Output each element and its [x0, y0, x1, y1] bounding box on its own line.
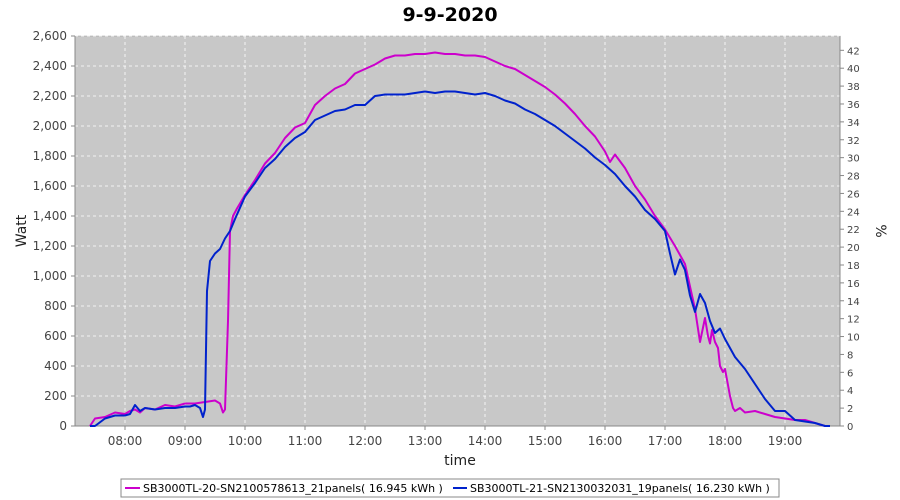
y-tick-label: 2,000	[33, 119, 67, 133]
x-tick-label: 10:00	[228, 434, 263, 448]
y-axis-label: Watt	[14, 214, 30, 247]
x-tick-label: 13:00	[408, 434, 443, 448]
x-tick-label: 15:00	[528, 434, 563, 448]
y2-tick-label: 4	[847, 386, 853, 397]
plot-area	[74, 35, 841, 427]
legend-label-series-1: SB3000TL-20-SN2100578613_21panels( 16.94…	[143, 482, 443, 495]
x-axis: 08:00 09:00 10:00 11:00 12:00 13:00 14:00 15:00…	[75, 425, 840, 448]
x-tick-label: 18:00	[708, 434, 743, 448]
series-line-2	[90, 90, 830, 427]
series-layer	[89, 51, 830, 427]
y2-tick-label: 28	[847, 172, 860, 183]
series-line-1	[89, 51, 830, 427]
y2-tick-label: 22	[847, 225, 860, 236]
legend: SB3000TL-20-SN2100578613_21panels( 16.94…	[120, 478, 780, 498]
y2-tick-label: 8	[847, 350, 853, 361]
chart-title: 9-9-2020	[402, 4, 497, 26]
y-tick-label: 1,800	[33, 149, 67, 163]
y2-tick-label: 12	[847, 315, 860, 326]
y-tick-label: 600	[44, 329, 67, 343]
y2-tick-label: 16	[847, 279, 860, 290]
x-tick-label: 17:00	[648, 434, 683, 448]
y2-tick-label: 32	[847, 136, 860, 147]
x-tick-label: 11:00	[288, 434, 323, 448]
y-tick-label: 1,000	[33, 269, 67, 283]
x-tick-label: 12:00	[348, 434, 383, 448]
y2-tick-label: 34	[847, 118, 860, 129]
y-tick-label: 2,400	[33, 59, 67, 73]
y-tick-label: 2,600	[33, 29, 67, 43]
y2-tick-label: 30	[847, 154, 860, 165]
y-tick-label: 1,600	[33, 179, 67, 193]
y2-tick-label: 36	[847, 100, 860, 111]
y-tick-label: 400	[44, 359, 67, 373]
y2-tick-label: 10	[847, 333, 860, 344]
grid-layer	[75, 35, 840, 426]
y-tick-label: 2,200	[33, 89, 67, 103]
y2-tick-label: 26	[847, 189, 860, 200]
y-tick-label: 1,200	[33, 239, 67, 253]
y2-tick-label: 2	[847, 404, 853, 415]
x-tick-label: 16:00	[588, 434, 623, 448]
y2-tick-label: 42	[847, 46, 860, 57]
x-tick-label: 14:00	[468, 434, 503, 448]
y-tick-label: 800	[44, 299, 67, 313]
y2-axis-label: %	[872, 224, 888, 237]
y-axis-left: 0 200 400 600 800 1,000 1,200 1,400 1,600 1,800 2,…	[33, 29, 76, 433]
y2-tick-label: 24	[847, 207, 860, 218]
legend-box	[120, 478, 780, 498]
x-axis-label: time	[444, 453, 476, 469]
y2-tick-label: 18	[847, 261, 860, 272]
y-tick-label: 200	[44, 389, 67, 403]
x-tick-label: 08:00	[108, 434, 143, 448]
y2-tick-label: 20	[847, 243, 860, 254]
y-tick-label: 1,400	[33, 209, 67, 223]
y2-tick-label: 14	[847, 297, 860, 308]
y2-tick-label: 0	[847, 422, 853, 433]
y2-tick-label: 38	[847, 82, 860, 93]
y2-tick-label: 6	[847, 368, 853, 379]
x-tick-label: 09:00	[168, 434, 203, 448]
x-tick-label: 19:00	[768, 434, 803, 448]
y2-tick-label: 40	[847, 64, 860, 75]
y-tick-label: 0	[59, 419, 67, 433]
legend-label-series-2: SB3000TL-21-SN2130032031_19panels( 16.23…	[470, 482, 770, 495]
